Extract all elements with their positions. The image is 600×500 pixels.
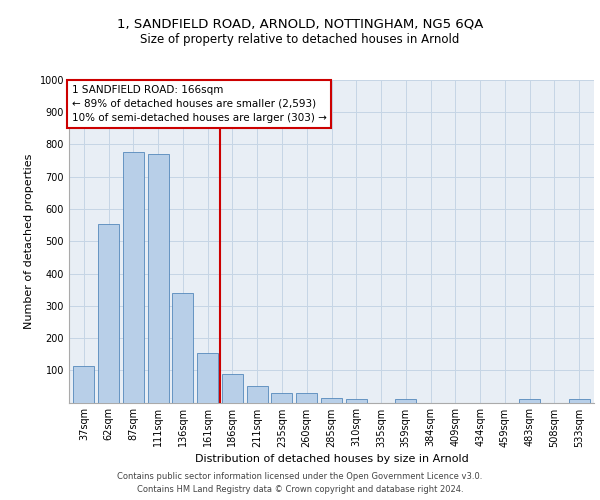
Bar xyxy=(222,374,243,402)
Bar xyxy=(296,394,317,402)
Text: 1, SANDFIELD ROAD, ARNOLD, NOTTINGHAM, NG5 6QA: 1, SANDFIELD ROAD, ARNOLD, NOTTINGHAM, N… xyxy=(117,18,483,30)
Bar xyxy=(346,400,367,402)
Text: 1 SANDFIELD ROAD: 166sqm
← 89% of detached houses are smaller (2,593)
10% of sem: 1 SANDFIELD ROAD: 166sqm ← 89% of detach… xyxy=(71,85,326,123)
Bar xyxy=(197,352,218,403)
Bar xyxy=(569,400,590,402)
Bar xyxy=(123,152,144,402)
Text: Contains HM Land Registry data © Crown copyright and database right 2024.: Contains HM Land Registry data © Crown c… xyxy=(137,485,463,494)
Bar xyxy=(148,154,169,402)
Text: Size of property relative to detached houses in Arnold: Size of property relative to detached ho… xyxy=(140,32,460,46)
Bar xyxy=(271,393,292,402)
Bar xyxy=(73,366,94,403)
X-axis label: Distribution of detached houses by size in Arnold: Distribution of detached houses by size … xyxy=(194,454,469,464)
Text: Contains public sector information licensed under the Open Government Licence v3: Contains public sector information licen… xyxy=(118,472,482,481)
Bar xyxy=(519,400,540,402)
Bar xyxy=(247,386,268,402)
Bar xyxy=(172,293,193,403)
Bar xyxy=(321,398,342,402)
Y-axis label: Number of detached properties: Number of detached properties xyxy=(24,154,34,329)
Bar xyxy=(98,224,119,402)
Bar xyxy=(395,400,416,402)
